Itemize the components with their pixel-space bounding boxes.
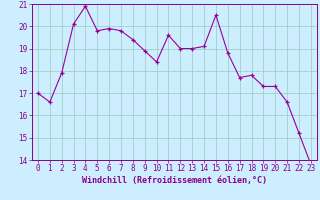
X-axis label: Windchill (Refroidissement éolien,°C): Windchill (Refroidissement éolien,°C) — [82, 176, 267, 185]
